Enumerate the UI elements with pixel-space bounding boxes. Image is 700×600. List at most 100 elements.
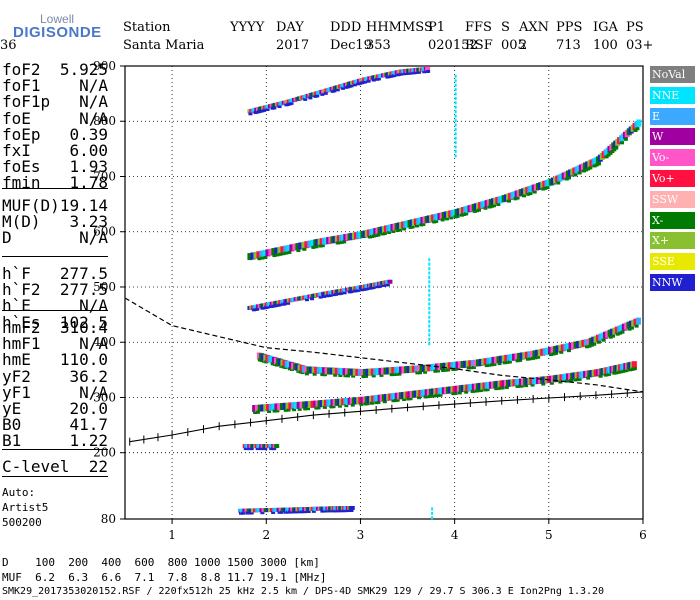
param-value: N/A: [79, 76, 108, 96]
echo-mark: [293, 401, 299, 409]
echo-mark: [451, 367, 456, 371]
echo-mark: [566, 176, 571, 180]
echo-mark: [631, 361, 637, 369]
echo-mark: [351, 374, 356, 378]
echo-mark: [363, 80, 368, 84]
echo-mark: [454, 101, 457, 105]
param-row: yF2 36.2: [2, 367, 108, 386]
param-row: h`F 277.5: [2, 264, 108, 283]
echo-mark: [366, 79, 371, 83]
echo-mark: [342, 291, 347, 295]
echo-mark: [633, 129, 638, 133]
echo-mark: [519, 352, 525, 360]
echo-mark: [376, 400, 381, 404]
echo-mark: [581, 169, 586, 173]
echo-mark: [485, 388, 490, 392]
echo-mark: [428, 262, 431, 266]
echo-mark: [409, 365, 415, 373]
param-row: hmF1 N/A: [2, 334, 108, 353]
param-value: 20.0: [69, 399, 108, 418]
echo-mark: [447, 362, 453, 370]
echo-mark: [496, 202, 501, 206]
header-value: 2: [519, 38, 528, 53]
echo-mark: [454, 79, 457, 83]
echo-mark: [440, 218, 445, 222]
param-row: B0 41.7: [2, 415, 108, 434]
echo-mark: [315, 94, 320, 98]
echo-mark: [356, 288, 361, 292]
echo-mark: [454, 132, 457, 136]
echo-mark: [512, 353, 518, 361]
echo-mark: [564, 379, 569, 383]
echo-mark: [555, 345, 561, 353]
echo-mark: [542, 348, 548, 356]
echo-mark: [271, 403, 277, 411]
param-row: fxI 6.00: [2, 141, 108, 160]
echo-mark: [304, 372, 309, 376]
echo-mark: [558, 380, 563, 384]
echo-mark: [608, 151, 613, 155]
echo-mark: [404, 72, 409, 76]
echo-mark: [297, 407, 302, 411]
echo-mark: [425, 395, 430, 399]
header-label: DAY: [276, 20, 304, 35]
echo-mark: [433, 369, 438, 373]
echo-mark: [271, 248, 277, 256]
echo-mark: [393, 366, 399, 374]
param-name: hmF2: [2, 318, 41, 337]
echo-mark: [352, 83, 357, 87]
echo-mark: [517, 352, 523, 360]
echo-mark: [320, 244, 325, 248]
param-value: 3.23: [69, 212, 108, 232]
legend-item-noval: NoVal: [650, 66, 695, 83]
echo-mark: [282, 302, 287, 306]
param-name: yF2: [2, 366, 31, 386]
echo-mark: [459, 213, 464, 217]
echo-mark: [274, 444, 280, 449]
echo-mark: [428, 324, 431, 328]
echo-mark: [397, 228, 402, 232]
param-value: 277.5: [59, 280, 108, 300]
echo-mark: [399, 72, 404, 76]
header-label: Station: [123, 20, 171, 35]
header-value: 2017: [276, 38, 310, 53]
echo-mark: [318, 295, 323, 299]
echo-mark: [268, 403, 274, 411]
echo-mark: [612, 148, 617, 152]
echo-mark: [431, 507, 434, 511]
echo-mark: [303, 366, 309, 374]
echo-mark: [343, 374, 348, 378]
echo-mark: [271, 510, 276, 514]
separator: [2, 449, 108, 450]
echo-mark: [408, 397, 413, 401]
param-name: MUF(D): [2, 196, 60, 215]
legend-item-nne: NNE: [650, 86, 695, 104]
echo-mark: [272, 447, 277, 451]
param-value: 277.5: [59, 264, 108, 283]
header-label: AXN: [519, 20, 550, 35]
param-name: fxI: [2, 141, 31, 160]
echo-mark: [518, 358, 523, 362]
echo-mark: [489, 204, 494, 208]
param-name: C-level: [2, 457, 70, 476]
param-value: N/A: [79, 334, 108, 354]
echo-mark: [346, 374, 351, 378]
echo-mark: [472, 209, 477, 213]
echo-mark: [586, 167, 591, 171]
header-value: Santa Maria: [123, 38, 205, 53]
echo-mark: [272, 106, 277, 110]
echo-mark: [375, 368, 381, 376]
legend-item-vo: Vo-: [650, 149, 695, 167]
echo-mark: [594, 163, 599, 167]
echo-mark: [302, 247, 307, 251]
param-name: foEs: [2, 157, 41, 177]
echo-mark: [451, 392, 456, 396]
echo-mark: [454, 136, 457, 140]
echo-mark: [296, 401, 302, 409]
file-info: SMK29_2017353020152.RSF / 220fx512h 25 k…: [2, 586, 605, 597]
echo-mark: [608, 335, 613, 339]
echo-mark: [536, 355, 541, 359]
echo-mark: [395, 228, 400, 232]
echo-mark: [298, 242, 304, 250]
echo-mark: [610, 150, 615, 154]
